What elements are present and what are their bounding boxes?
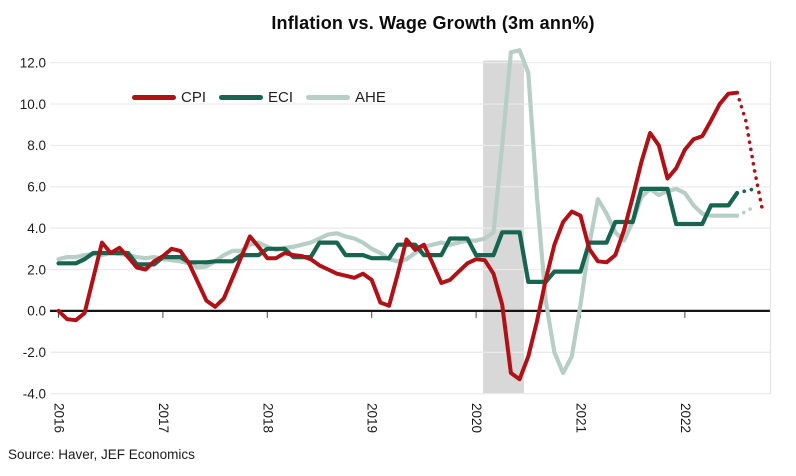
x-axis-label: 2016 xyxy=(52,403,67,433)
legend-item-eci: ECI xyxy=(219,89,293,106)
x-axis-label: 2022 xyxy=(678,403,693,433)
y-axis-label: 10.0 xyxy=(20,97,46,112)
y-axis-label: 4.0 xyxy=(27,221,46,236)
legend-label: CPI xyxy=(181,89,207,106)
legend-label: ECI xyxy=(268,89,294,106)
y-axis-label: 0.0 xyxy=(27,304,46,319)
cpi-forecast-dotted-line xyxy=(735,90,765,216)
source-note: Source: Haver, JEF Economics xyxy=(8,447,195,462)
legend-swatch-eci xyxy=(219,95,264,100)
ahe-line xyxy=(56,48,740,376)
ahe-forecast-dotted-line xyxy=(735,204,757,218)
x-axis-label: 2020 xyxy=(469,403,484,433)
y-axis-label: 6.0 xyxy=(27,180,46,195)
eci-forecast-dotted-line xyxy=(735,187,757,195)
legend-swatch-ahe xyxy=(306,95,351,100)
x-axis-label: 2019 xyxy=(365,403,380,433)
chart-legend: CPI ECI AHE xyxy=(132,89,386,106)
y-axis-label: -4.0 xyxy=(23,386,46,401)
legend-item-ahe: AHE xyxy=(306,89,386,106)
legend-item-cpi: CPI xyxy=(132,89,206,106)
legend-label: AHE xyxy=(355,89,386,106)
eci-line xyxy=(56,186,740,284)
legend-swatch-cpi xyxy=(132,95,176,100)
x-axis-label: 2018 xyxy=(260,403,275,433)
x-axis-label: 2017 xyxy=(156,403,171,433)
chart-title: Inflation vs. Wage Growth (3m ann%) xyxy=(271,13,595,33)
y-axis-label: -2.0 xyxy=(23,345,46,360)
y-axis-label: 2.0 xyxy=(27,262,46,277)
y-axis-label: 12.0 xyxy=(20,55,46,70)
x-axis-label: 2021 xyxy=(574,403,589,433)
cpi-line xyxy=(56,90,740,382)
y-axis-label: 8.0 xyxy=(27,138,46,153)
